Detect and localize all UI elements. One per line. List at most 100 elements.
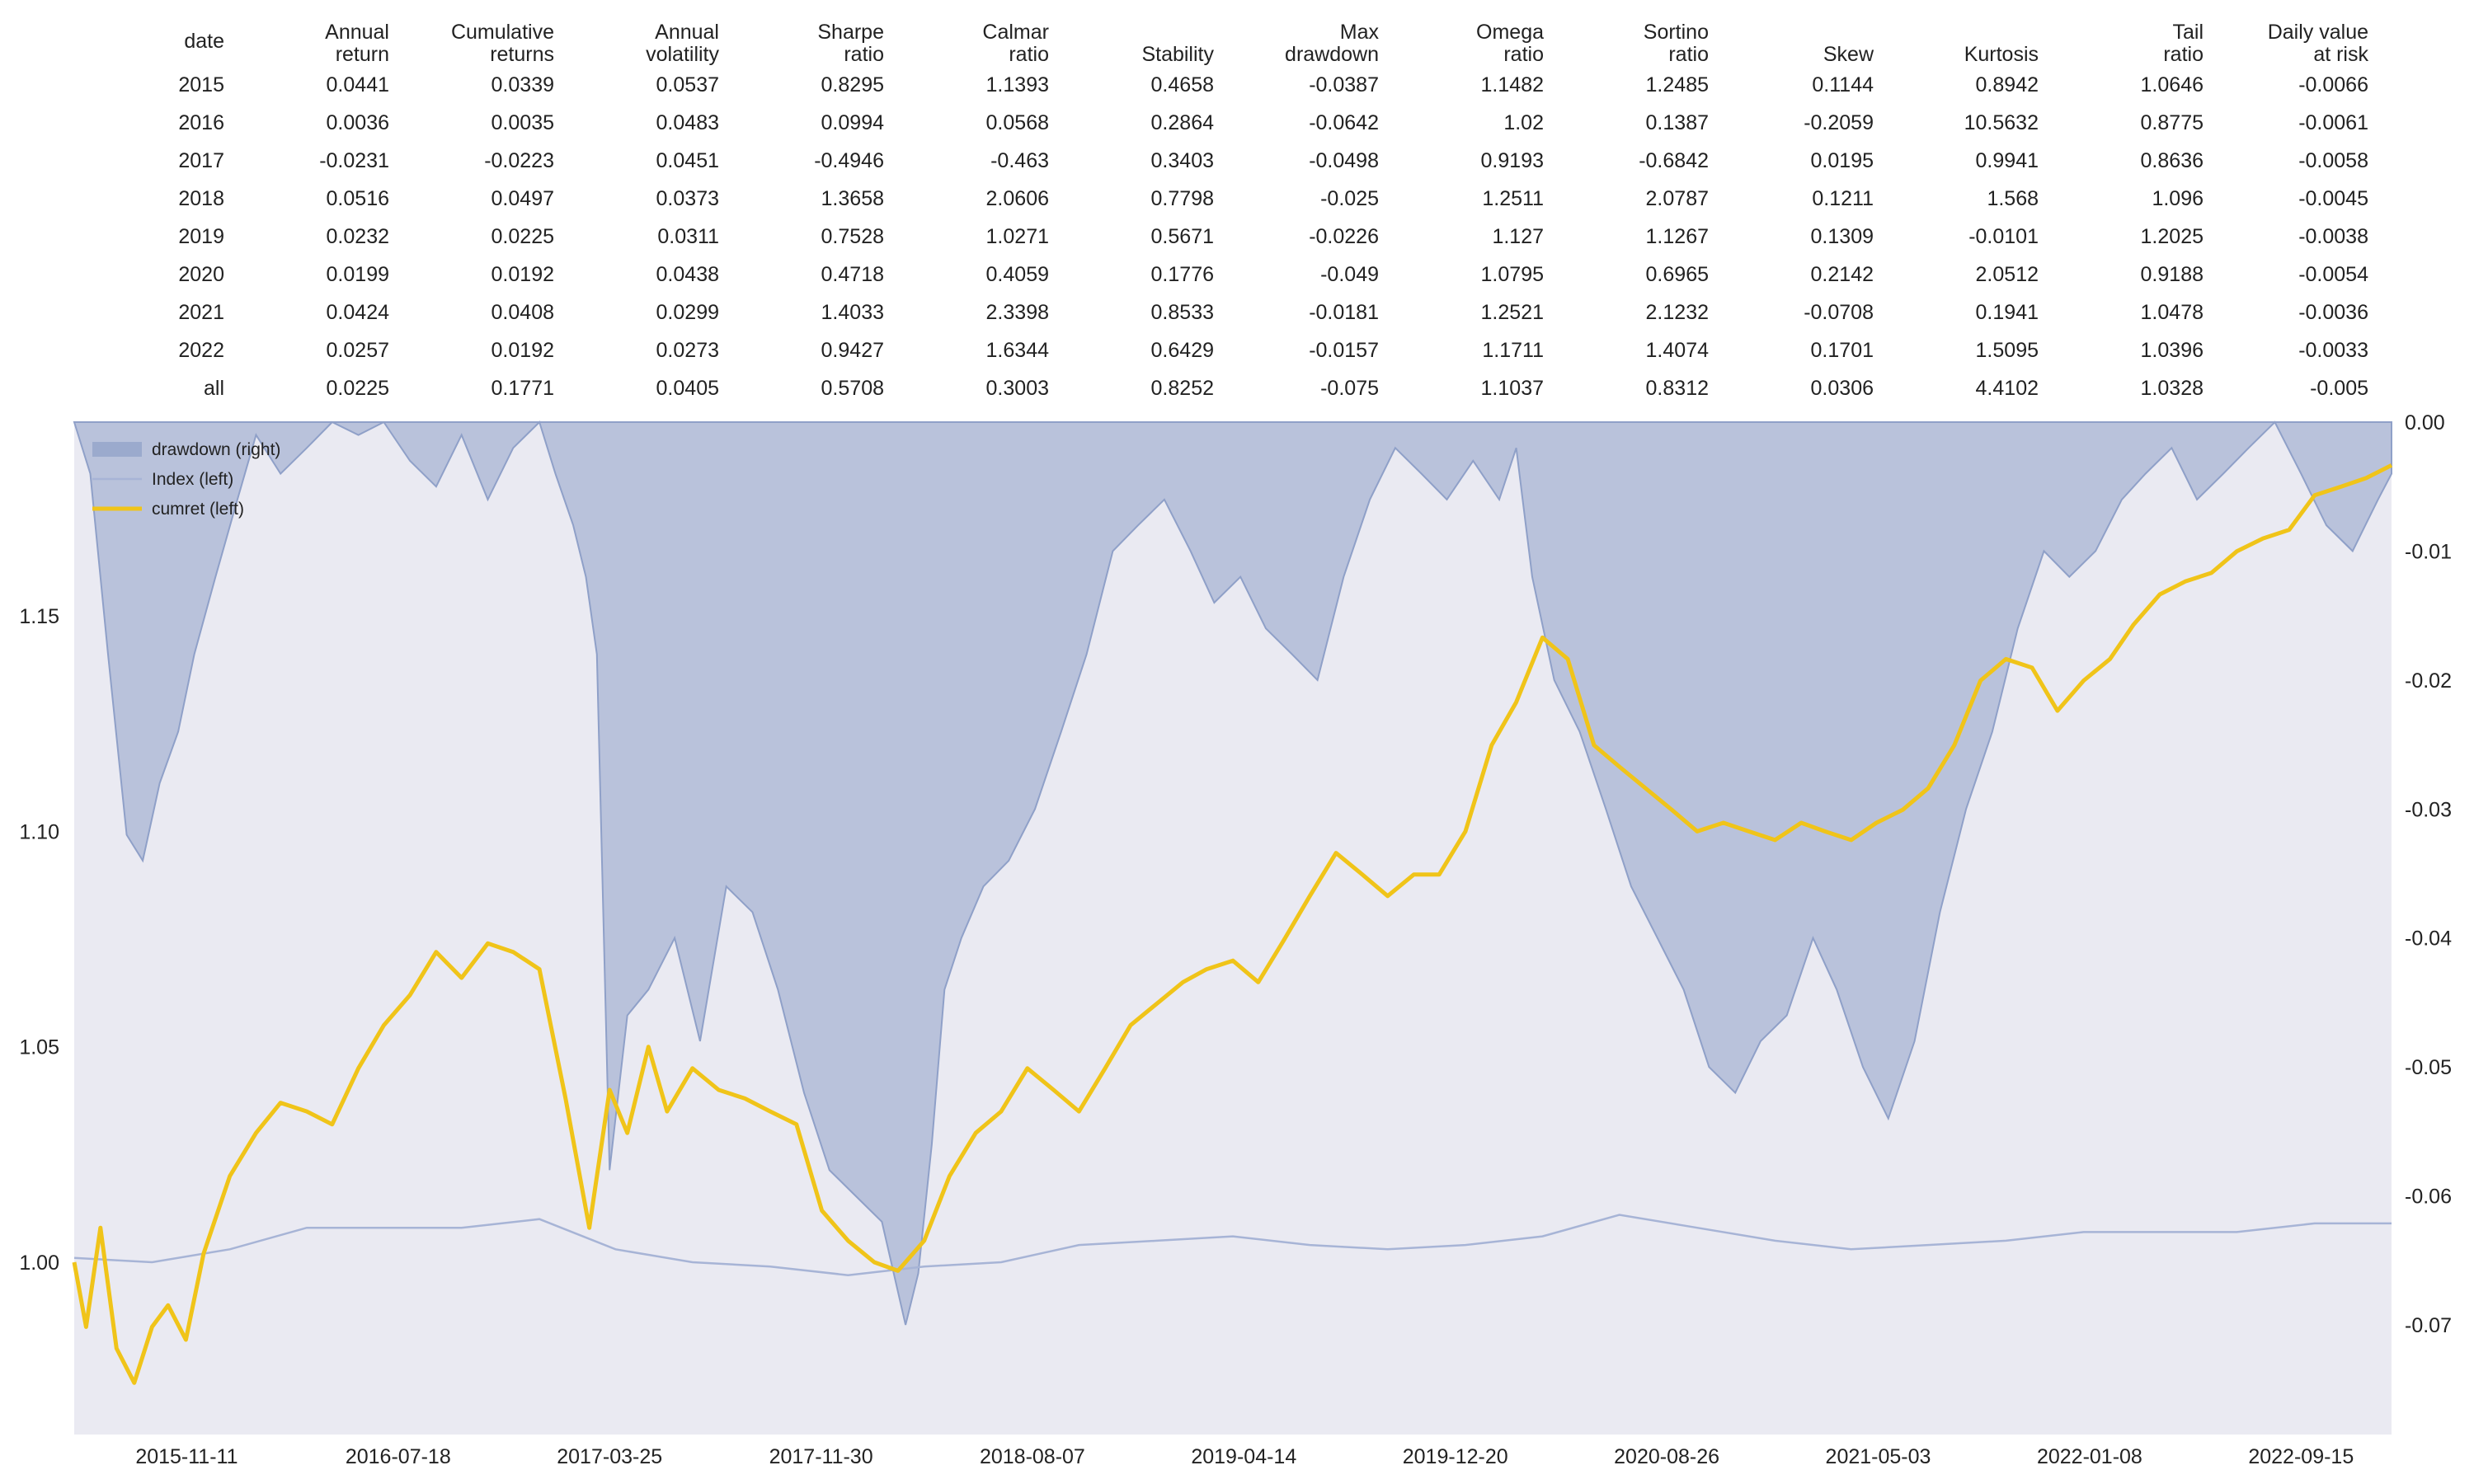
table-cell: 0.6965 bbox=[1645, 262, 1709, 286]
legend-label: drawdown (right) bbox=[152, 440, 280, 459]
table-cell: 0.1771 bbox=[491, 376, 554, 400]
table-cell: 0.7798 bbox=[1150, 186, 1214, 210]
table-cell: 0.1144 bbox=[1812, 73, 1874, 96]
table-cell: 1.0646 bbox=[2140, 73, 2204, 96]
table-row: 2020 0.0199 0.0192 0.0438 0.4718 0.4059 0.1776… bbox=[82, 256, 2368, 294]
table-cell: 2.0787 bbox=[1645, 186, 1709, 210]
table-cell: -0.0181 bbox=[1309, 300, 1379, 324]
table-cell: 1.0328 bbox=[2140, 376, 2204, 400]
index-line-group bbox=[73, 1214, 2392, 1276]
table-cell: -0.0045 bbox=[2298, 186, 2368, 210]
table-cell: 0.0192 bbox=[491, 338, 554, 362]
table-row-label: 2019 bbox=[178, 224, 224, 248]
table-cell: 1.3658 bbox=[821, 186, 884, 210]
table-cell: 0.1309 bbox=[1810, 224, 1874, 248]
table-cell: -0.2059 bbox=[1804, 110, 1874, 134]
table-row-label: 2021 bbox=[178, 300, 224, 324]
table-cell: 0.0438 bbox=[656, 262, 719, 286]
x-axis-tick-label: 2021-05-03 bbox=[1826, 1445, 1931, 1468]
table-cell: 1.02 bbox=[1503, 110, 1544, 134]
x-axis-tick-label: 2019-04-14 bbox=[1191, 1445, 1296, 1468]
table-cell: -0.0066 bbox=[2298, 73, 2368, 96]
x-axis-tick-label: 2017-03-25 bbox=[557, 1445, 662, 1468]
table-cell: -0.0498 bbox=[1309, 148, 1379, 172]
table-cell: 0.0516 bbox=[326, 186, 389, 210]
table-cell: 0.4059 bbox=[985, 262, 1049, 286]
table-cell: 0.9941 bbox=[1975, 148, 2039, 172]
table-cell: 2.1232 bbox=[1645, 300, 1709, 324]
table-cell: 1.2521 bbox=[1480, 300, 1544, 324]
table-cell: 1.0271 bbox=[985, 224, 1049, 248]
table-cell: -0.6842 bbox=[1639, 148, 1709, 172]
table-cell: 2.3398 bbox=[985, 300, 1049, 324]
table-cell: 0.0257 bbox=[326, 338, 389, 362]
table-cell: 2.0512 bbox=[1975, 262, 2039, 286]
table-row-label: 2016 bbox=[178, 110, 224, 134]
table-body: 2015 0.0441 0.0339 0.0537 0.8295 1.1393 0.4658… bbox=[82, 66, 2368, 407]
table-cell: -0.0061 bbox=[2298, 110, 2368, 134]
table-cell: 0.0299 bbox=[656, 300, 719, 324]
table-cell: 1.2511 bbox=[1482, 186, 1544, 210]
table-cell: 0.0424 bbox=[326, 300, 389, 324]
table-cell: 0.5708 bbox=[821, 376, 884, 400]
x-axis-tick-label: 2016-07-18 bbox=[346, 1445, 451, 1468]
table-header-cell: Calmar ratio bbox=[982, 21, 1049, 66]
table-header-cell: Skew bbox=[1823, 43, 1874, 66]
table-cell: 0.6429 bbox=[1150, 338, 1214, 362]
table-cell: 0.5671 bbox=[1150, 224, 1214, 248]
table-cell: 1.096 bbox=[2152, 186, 2204, 210]
table-header-cell: Kurtosis bbox=[1964, 43, 2039, 66]
table-cell: 0.0441 bbox=[326, 73, 389, 96]
table-cell: -0.0054 bbox=[2298, 262, 2368, 286]
table-cell: 1.1037 bbox=[1480, 376, 1544, 400]
table-cell: 0.0408 bbox=[491, 300, 554, 324]
table-cell: -0.463 bbox=[990, 148, 1049, 172]
table-header-cell: Sharpe ratio bbox=[817, 21, 884, 66]
table-cell: -0.0036 bbox=[2298, 300, 2368, 324]
table-cell: 1.2025 bbox=[2140, 224, 2204, 248]
cumret-line bbox=[72, 463, 2393, 1385]
table-row: 2021 0.0424 0.0408 0.0299 1.4033 2.3398 0.8533… bbox=[82, 294, 2368, 331]
table-cell: -0.0157 bbox=[1309, 338, 1379, 362]
cumret-line-group bbox=[72, 463, 2393, 1385]
table-cell: 1.4033 bbox=[821, 300, 884, 324]
table-cell: 0.1211 bbox=[1812, 186, 1874, 210]
table-row-label: 2015 bbox=[178, 73, 224, 96]
table-header-cell: Max drawdown bbox=[1285, 21, 1379, 66]
x-axis-tick-label: 2018-08-07 bbox=[980, 1445, 1085, 1468]
table-cell: 0.8775 bbox=[2140, 110, 2204, 134]
right-axis-tick-label: -0.01 bbox=[2405, 540, 2452, 563]
table-cell: -0.0387 bbox=[1309, 73, 1379, 96]
table-cell: 0.8942 bbox=[1975, 73, 2039, 96]
x-axis-tick-label: 2017-11-30 bbox=[769, 1445, 873, 1468]
table-cell: 0.2142 bbox=[1810, 262, 1874, 286]
table-cell: 0.0192 bbox=[491, 262, 554, 286]
drawdown-area-group bbox=[73, 420, 2392, 1326]
table-cell: 0.3403 bbox=[1150, 148, 1214, 172]
table-cell: 2.0606 bbox=[985, 186, 1049, 210]
table-cell: 0.9188 bbox=[2140, 262, 2204, 286]
table-row: 2017 -0.0231 -0.0223 0.0451 -0.4946 -0.463 0.3… bbox=[82, 142, 2368, 180]
table-cell: 0.4718 bbox=[821, 262, 884, 286]
table-cell: 0.1941 bbox=[1975, 300, 2039, 324]
table-row: 2015 0.0441 0.0339 0.0537 0.8295 1.1393 0.4658… bbox=[82, 66, 2368, 104]
x-axis-tick-label: 2020-08-26 bbox=[1614, 1445, 1719, 1468]
table-cell: 1.127 bbox=[1492, 224, 1544, 248]
legend: drawdown (right) Index (left) cumret (left… bbox=[92, 440, 280, 519]
table-cell: 1.0795 bbox=[1480, 262, 1544, 286]
right-axis-tick-label: -0.04 bbox=[2405, 928, 2452, 951]
table-cell: 0.3003 bbox=[985, 376, 1049, 400]
table-cell: 0.9427 bbox=[821, 338, 884, 362]
table-cell: 0.2864 bbox=[1150, 110, 1214, 134]
table-row-label: all bbox=[203, 376, 224, 400]
legend-label: cumret (left) bbox=[152, 500, 244, 519]
table-cell: 0.0199 bbox=[326, 262, 389, 286]
table-cell: 0.1387 bbox=[1645, 110, 1709, 134]
table-cell: 0.0373 bbox=[656, 186, 719, 210]
table-cell: 0.0035 bbox=[491, 110, 554, 134]
table-cell: -0.0101 bbox=[1968, 224, 2039, 248]
table-header-cell: Annual volatility bbox=[646, 21, 719, 66]
table-row: all 0.0225 0.1771 0.0405 0.5708 0.3003 0.8252 -… bbox=[82, 369, 2368, 407]
table-cell: -0.0038 bbox=[2298, 224, 2368, 248]
table-header-row: date Annual return Cumulative returns Annua… bbox=[82, 12, 2368, 66]
